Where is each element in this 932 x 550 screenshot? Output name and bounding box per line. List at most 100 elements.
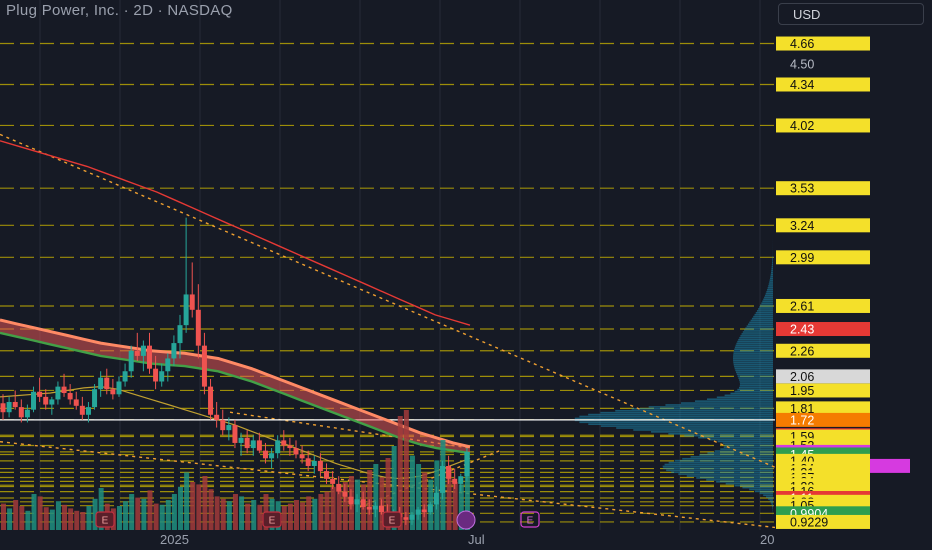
volume-profile-bar — [588, 423, 773, 425]
candle-body — [238, 437, 244, 443]
volume-bar — [416, 464, 422, 530]
candle-body — [153, 368, 159, 382]
volume-profile-bar — [698, 436, 773, 439]
volume-bar — [300, 502, 306, 530]
volume-profile-bar — [694, 400, 773, 402]
candle-body — [226, 425, 232, 431]
price-label-bg — [776, 36, 870, 51]
candle-body — [92, 389, 98, 408]
candle-body — [305, 458, 311, 466]
volume-bar — [92, 498, 98, 530]
volume-profile-bar — [758, 308, 773, 310]
volume-profile-bar — [767, 288, 773, 291]
candle-body — [256, 440, 262, 451]
volume-profile-bar — [730, 392, 773, 395]
volume-profile-bar — [770, 275, 773, 278]
volume-bar — [446, 467, 452, 530]
volume-bar — [422, 472, 428, 530]
volume-bar — [184, 472, 190, 530]
volume-profile-bar — [739, 381, 773, 383]
volume-bar — [214, 496, 220, 530]
price-label-bg — [776, 298, 870, 313]
chart-title: Plug Power, Inc. · 2D · NASDAQ — [6, 2, 233, 19]
candle-body — [342, 491, 348, 497]
volume-profile-bar — [615, 409, 773, 412]
candle-body — [73, 399, 79, 406]
volume-profile-bar — [717, 440, 773, 443]
volume-profile-bar — [737, 340, 773, 343]
volume-profile-bar — [706, 398, 773, 401]
volume-bar — [13, 500, 19, 530]
price-label: 0.9229 — [790, 515, 828, 529]
volume-profile-bar — [749, 321, 773, 324]
volume-profile-bar — [733, 361, 773, 364]
volume-bar — [31, 494, 37, 530]
volume-bar — [178, 486, 184, 530]
volume-bar — [220, 498, 226, 530]
earnings-marker-label: E — [269, 516, 276, 527]
volume-bar — [318, 494, 324, 530]
volume-profile-bar — [684, 434, 773, 437]
volume-profile-bar — [733, 352, 773, 354]
volume-bar — [98, 488, 104, 530]
candle-body — [85, 407, 91, 415]
volume-bar — [165, 500, 171, 530]
volume-profile-bar — [763, 298, 773, 301]
candle-body — [403, 517, 409, 520]
volume-profile-bar — [588, 413, 773, 416]
earnings-marker-label: E — [527, 516, 534, 527]
volume-profile-bar — [709, 438, 773, 441]
volume-profile-bar — [579, 421, 773, 424]
volume-profile-bar — [755, 312, 773, 314]
volume-profile-bar — [765, 292, 773, 295]
volume-profile-bar — [724, 394, 773, 397]
volume-profile-bar — [742, 486, 773, 489]
candle-body — [116, 381, 122, 395]
volume-profile-bar — [771, 265, 773, 268]
volume-bar — [336, 489, 342, 530]
candle-body — [79, 405, 85, 415]
volume-bar — [68, 508, 74, 530]
volume-profile-bar — [772, 505, 773, 508]
volume-bar — [135, 497, 141, 530]
volume-profile-bar — [768, 498, 773, 500]
price-label-bg — [776, 77, 870, 92]
volume-profile-bar — [771, 267, 773, 270]
volume-profile-bar — [759, 492, 773, 495]
earnings-marker — [382, 511, 402, 528]
price-label-bg — [776, 383, 870, 398]
volume-profile-bar — [733, 363, 773, 366]
volume-profile-bar — [579, 415, 773, 418]
candle-body — [427, 504, 433, 513]
volume-bar — [80, 512, 86, 530]
volume-bar — [62, 504, 68, 530]
candle-body — [372, 505, 378, 510]
volume-profile-bar — [760, 304, 773, 306]
volume-profile-bar — [668, 461, 773, 464]
volume-bar — [464, 452, 470, 530]
price-label: 2.06 — [790, 370, 814, 384]
volume-bar — [202, 476, 208, 530]
candle-body — [208, 386, 214, 415]
candle-body — [452, 478, 458, 484]
volume-profile-bar — [749, 488, 773, 491]
volume-profile-bar — [671, 471, 773, 473]
volume-profile-bar — [739, 336, 773, 339]
volume-profile-bar — [762, 300, 773, 303]
currency-selector[interactable]: USD — [778, 3, 924, 25]
price-label-bg — [776, 401, 870, 416]
earnings-marker — [95, 511, 115, 528]
candle-body — [348, 496, 354, 505]
volume-profile-bar — [763, 494, 773, 497]
candle-body — [378, 505, 384, 513]
volume-profile-bar — [741, 333, 773, 335]
volume-bar — [306, 496, 312, 530]
candle-body — [6, 401, 12, 413]
volume-profile-bar — [733, 350, 773, 353]
candle-body — [171, 343, 177, 359]
volume-profile-bar — [751, 317, 773, 320]
volume-profile-bar — [737, 375, 773, 377]
volume-bar — [159, 504, 165, 530]
